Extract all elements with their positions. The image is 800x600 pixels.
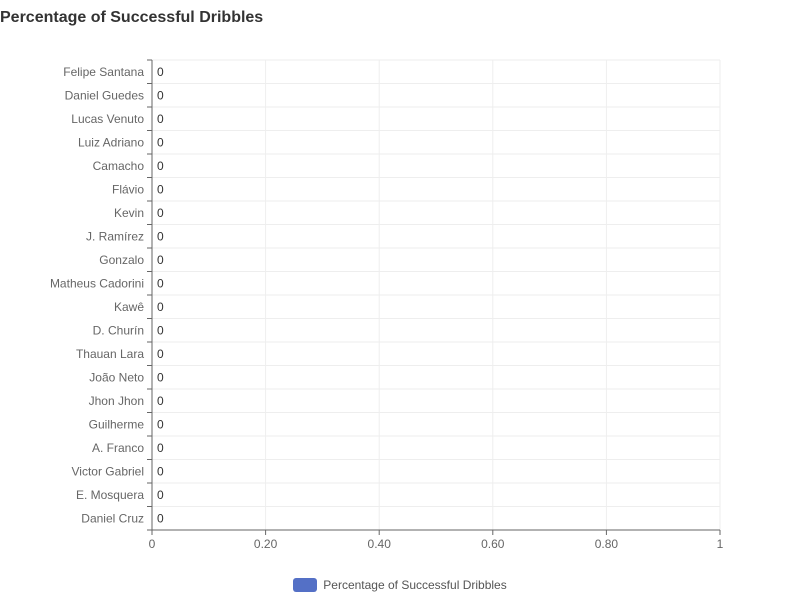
- legend-label[interactable]: Percentage of Successful Dribbles: [323, 578, 507, 592]
- legend-swatch[interactable]: [293, 578, 318, 592]
- x-tick-label: 0.40: [368, 537, 392, 551]
- data-label: 0: [157, 394, 164, 408]
- data-label: 0: [157, 300, 164, 314]
- x-tick-label: 1: [717, 537, 724, 551]
- category-label: Lucas Venuto: [71, 112, 144, 126]
- data-label: 0: [157, 488, 164, 502]
- category-label: João Neto: [89, 370, 144, 384]
- data-label: 0: [157, 253, 164, 267]
- category-label: D. Churín: [93, 323, 144, 337]
- data-label: 0: [157, 88, 164, 102]
- category-label: Gonzalo: [99, 253, 144, 267]
- category-label: Thauan Lara: [76, 347, 144, 361]
- category-label: Daniel Guedes: [65, 88, 144, 102]
- data-label: 0: [157, 276, 164, 290]
- category-label: Flávio: [112, 182, 144, 196]
- chart-title: Percentage of Successful Dribbles: [0, 9, 264, 26]
- category-label: Kawê: [114, 300, 144, 314]
- x-tick-label: 0: [149, 537, 156, 551]
- category-label: Luiz Adriano: [78, 135, 144, 149]
- data-label: 0: [157, 135, 164, 149]
- category-label: Jhon Jhon: [89, 394, 144, 408]
- data-label: 0: [157, 441, 164, 455]
- category-label: Victor Gabriel: [72, 464, 144, 478]
- category-label: Kevin: [114, 206, 144, 220]
- gridlines: [151, 59, 721, 531]
- category-label: A. Franco: [92, 441, 144, 455]
- x-tick-label: 0.20: [254, 537, 278, 551]
- data-label: 0: [157, 417, 164, 431]
- category-label: E. Mosquera: [76, 488, 144, 502]
- data-label: 0: [157, 159, 164, 173]
- data-label: 0: [157, 464, 164, 478]
- x-tick-label: 0.80: [595, 537, 619, 551]
- data-label: 0: [157, 206, 164, 220]
- category-label: Guilherme: [89, 417, 145, 431]
- x-tick-label: 0.60: [481, 537, 505, 551]
- legend[interactable]: Percentage of Successful Dribbles: [0, 578, 800, 592]
- data-label: 0: [157, 323, 164, 337]
- data-label: 0: [157, 511, 164, 525]
- data-label: 0: [157, 112, 164, 126]
- category-label: Felipe Santana: [63, 65, 144, 79]
- category-label: Daniel Cruz: [81, 511, 144, 525]
- data-label: 0: [157, 182, 164, 196]
- category-label: Camacho: [93, 159, 145, 173]
- data-label: 0: [157, 65, 164, 79]
- data-label: 0: [157, 347, 164, 361]
- axes: [147, 59, 721, 535]
- data-label: 0: [157, 370, 164, 384]
- data-label: 0: [157, 229, 164, 243]
- category-label: J. Ramírez: [86, 229, 144, 243]
- labels: 0 0.20 0.40 0.60 0.80 1 Felipe Santana 0 Daniel …: [50, 65, 724, 551]
- category-label: Matheus Cadorini: [50, 276, 144, 290]
